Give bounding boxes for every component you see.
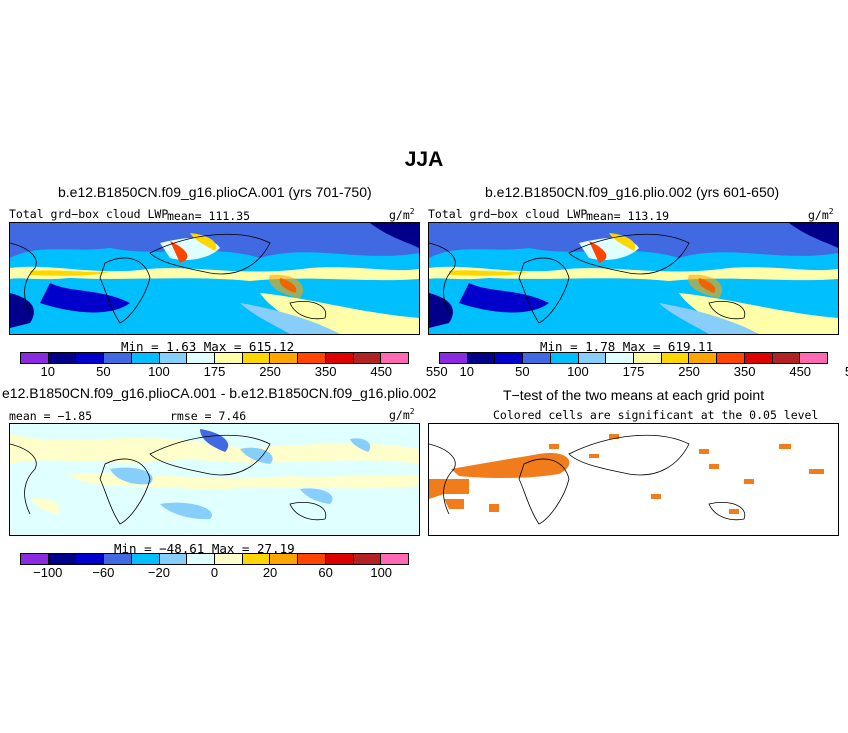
panel3-minmax: Min = −48.61 Max = 27.19 — [114, 541, 295, 556]
panel2-variable-label: Total grd−box cloud LWP — [428, 207, 588, 221]
colorbar-swatch — [353, 353, 382, 363]
colorbar-swatch — [21, 554, 49, 564]
colorbar-swatch — [215, 353, 243, 363]
colorbar-swatch — [270, 353, 299, 363]
colorbar-swatch — [325, 353, 354, 363]
colorbar-swatch — [800, 353, 828, 363]
colorbar-tick-label: 350 — [314, 364, 337, 379]
panel3-title: e12.B1850CN.f09_g16.plioCA.001 - b.e12.B… — [2, 385, 437, 401]
colorbar-tick-label: 20 — [262, 565, 278, 580]
panel4-title: T−test of the two means at each grid poi… — [503, 387, 765, 403]
panel1-mean-label: mean= 111.35 — [167, 209, 251, 223]
colorbar-tick-label: −20 — [147, 565, 170, 580]
colorbar-swatch — [353, 554, 382, 564]
colorbar-swatch — [550, 353, 579, 363]
colorbar-tick-label: 10 — [459, 364, 475, 379]
panel1-variable-label: Total grd−box cloud LWP — [9, 207, 169, 221]
colorbar-tick-label: 350 — [733, 364, 756, 379]
colorbar-tick-label: 50 — [96, 364, 111, 379]
colorbar-swatch — [21, 353, 49, 363]
season-title: JJA — [404, 148, 444, 171]
panel4-subtitle: Colored cells are significant at the 0.0… — [493, 408, 819, 422]
panel1-map — [9, 222, 420, 335]
colorbar-swatch — [242, 554, 271, 564]
panel3-colorbar — [20, 553, 409, 565]
colorbar-tick-label: 175 — [622, 364, 645, 379]
colorbar-swatch — [270, 554, 299, 564]
colorbar-tick-label: 60 — [318, 565, 333, 580]
colorbar-swatch — [159, 554, 188, 564]
colorbar-tick-label: 550 — [425, 364, 448, 379]
colorbar-tick-label: 550 — [845, 364, 848, 379]
panel3-units: g/m2 — [389, 407, 415, 422]
colorbar-swatch — [495, 353, 524, 363]
colorbar-swatch — [325, 554, 354, 564]
colorbar-tick-label: 10 — [40, 364, 56, 379]
colorbar-tick-label: 50 — [515, 364, 530, 379]
colorbar-tick-label: 0 — [210, 565, 219, 580]
panel2-map — [428, 222, 839, 335]
colorbar-swatch — [215, 554, 243, 564]
colorbar-swatch — [104, 554, 132, 564]
colorbar-swatch — [578, 353, 607, 363]
panel1-minmax: Min = 1.63 Max = 615.12 — [121, 339, 295, 354]
colorbar-swatch — [689, 353, 718, 363]
colorbar-tick-label: −60 — [92, 565, 115, 580]
colorbar-swatch — [131, 353, 160, 363]
colorbar-swatch — [661, 353, 690, 363]
colorbar-swatch — [381, 353, 409, 363]
colorbar-tick-label: 450 — [370, 364, 393, 379]
panel2-title: b.e12.B1850CN.f09_g16.plio.002 (yrs 601-… — [485, 184, 780, 200]
colorbar-swatch — [772, 353, 801, 363]
panel2-colorbar — [439, 352, 828, 364]
panel3-map — [9, 423, 420, 536]
panel1-units: g/m2 — [389, 207, 415, 222]
colorbar-swatch — [187, 554, 216, 564]
colorbar-tick-label: 175 — [203, 364, 226, 379]
colorbar-swatch — [187, 353, 216, 363]
panel3-rmse-label: rmse = 7.46 — [170, 409, 247, 423]
colorbar-swatch — [381, 554, 409, 564]
colorbar-swatch — [606, 353, 635, 363]
panel3-mean-label: mean = −1.85 — [9, 409, 93, 423]
panel2-units: g/m2 — [808, 207, 834, 222]
colorbar-tick-label: 250 — [259, 364, 281, 379]
colorbar-swatch — [76, 554, 105, 564]
colorbar-tick-label: 100 — [148, 364, 170, 379]
colorbar-swatch — [131, 554, 160, 564]
panel2-mean-label: mean= 113.19 — [586, 209, 670, 223]
colorbar-tick-label: −100 — [33, 565, 63, 580]
colorbar-swatch — [159, 353, 188, 363]
panel4-map — [428, 423, 839, 536]
panel1-title: b.e12.B1850CN.f09_g16.plioCA.001 (yrs 70… — [58, 184, 372, 200]
colorbar-swatch — [298, 554, 326, 564]
colorbar-swatch — [48, 554, 77, 564]
colorbar-tick-label: 100 — [567, 364, 589, 379]
colorbar-swatch — [440, 353, 468, 363]
panel2-minmax: Min = 1.78 Max = 619.11 — [540, 339, 714, 354]
colorbar-swatch — [634, 353, 662, 363]
colorbar-tick-label: 100 — [370, 565, 393, 580]
colorbar-swatch — [717, 353, 745, 363]
colorbar-tick-label: 250 — [678, 364, 700, 379]
colorbar-swatch — [467, 353, 496, 363]
colorbar-swatch — [523, 353, 551, 363]
panel1-colorbar — [20, 352, 409, 364]
colorbar-swatch — [744, 353, 773, 363]
colorbar-swatch — [76, 353, 105, 363]
colorbar-swatch — [298, 353, 326, 363]
colorbar-swatch — [242, 353, 271, 363]
colorbar-swatch — [48, 353, 77, 363]
colorbar-tick-label: 450 — [789, 364, 812, 379]
colorbar-swatch — [104, 353, 132, 363]
